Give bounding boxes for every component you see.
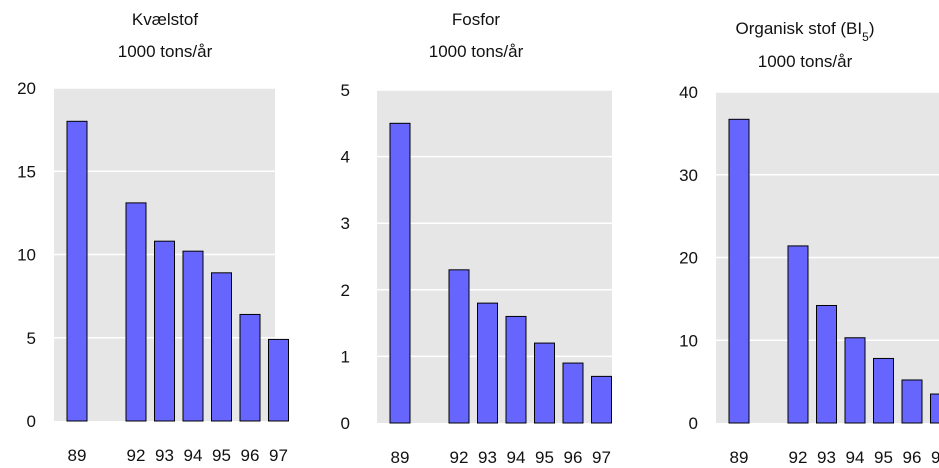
bar <box>211 272 232 422</box>
y-tick-label: 5 <box>341 81 350 100</box>
chart-panel-3: 0 10 20 30 40 89 92 93 94 95 96 97 Organisk stof (BI… <box>679 19 939 467</box>
x-tick-label: 92 <box>789 448 808 467</box>
y-tick-label: 40 <box>679 83 698 102</box>
bar <box>66 120 88 422</box>
x-tick-label: 89 <box>730 448 749 467</box>
bar <box>728 118 750 424</box>
bar <box>182 250 204 422</box>
bar <box>448 269 470 424</box>
y-tick-label: 30 <box>679 166 698 185</box>
chart-subtitle: 1000 tons/år <box>429 42 524 61</box>
bar <box>930 393 939 424</box>
y-tick-label: 5 <box>27 329 36 348</box>
bar <box>816 304 837 424</box>
x-tick-label: 95 <box>212 446 231 465</box>
x-tick-label: 92 <box>450 448 469 467</box>
bar <box>239 313 261 422</box>
bar <box>389 122 411 424</box>
bar <box>534 342 555 424</box>
bar <box>873 357 894 424</box>
x-tick-label: 94 <box>507 448 526 467</box>
y-tick-label: 10 <box>17 246 36 265</box>
bar <box>901 379 923 424</box>
bar <box>562 362 584 424</box>
y-tick-label: 4 <box>341 148 350 167</box>
x-tick-label: 97 <box>269 446 288 465</box>
x-tick-label: 89 <box>68 446 87 465</box>
title-end: ) <box>869 19 875 38</box>
bar <box>268 338 289 422</box>
bar <box>477 302 498 424</box>
y-tick-label: 10 <box>679 331 698 350</box>
x-tick-label: 97 <box>592 448 611 467</box>
bar <box>505 315 527 424</box>
y-tick-label: 0 <box>689 414 698 433</box>
y-tick-label: 15 <box>17 162 36 181</box>
x-tick-label: 94 <box>846 448 865 467</box>
y-tick-label: 0 <box>341 414 350 433</box>
chart-subtitle: 1000 tons/år <box>758 52 853 71</box>
chart-title: Organisk stof (BI5) <box>736 19 875 44</box>
x-tick-label: 95 <box>535 448 554 467</box>
x-tick-label: 96 <box>564 448 583 467</box>
chart-subtitle: 1000 tons/år <box>118 42 213 61</box>
bar <box>154 240 175 422</box>
x-tick-label: 94 <box>184 446 203 465</box>
x-tick-label: 93 <box>155 446 174 465</box>
y-tick-label: 1 <box>341 347 350 366</box>
chart-title: Kvælstof <box>132 10 198 29</box>
title-subscript: 5 <box>862 30 869 44</box>
x-tick-label: 96 <box>241 446 260 465</box>
y-tick-label: 3 <box>341 214 350 233</box>
y-tick-label: 20 <box>679 249 698 268</box>
chart-panel-2: 0 1 2 3 4 5 89 92 93 94 95 96 97 Fosfor 1000 tons/år <box>341 10 612 467</box>
x-tick-label: 89 <box>391 448 410 467</box>
chart-title: Fosfor <box>452 10 501 29</box>
bar <box>844 337 866 424</box>
y-tick-label: 20 <box>17 79 36 98</box>
chart-panel-1: 0 5 10 15 20 89 92 93 94 95 96 97 Kvælstof 1000 tons/… <box>17 10 289 465</box>
x-tick-label: 93 <box>478 448 497 467</box>
bar <box>787 245 809 424</box>
x-tick-label: 93 <box>817 448 836 467</box>
y-tick-label: 2 <box>341 281 350 300</box>
x-tick-label: 97 <box>931 448 939 467</box>
y-tick-label: 0 <box>27 412 36 431</box>
bar <box>591 375 612 424</box>
x-tick-label: 92 <box>127 446 146 465</box>
x-tick-label: 96 <box>903 448 922 467</box>
x-tick-label: 95 <box>874 448 893 467</box>
bar <box>125 202 147 422</box>
